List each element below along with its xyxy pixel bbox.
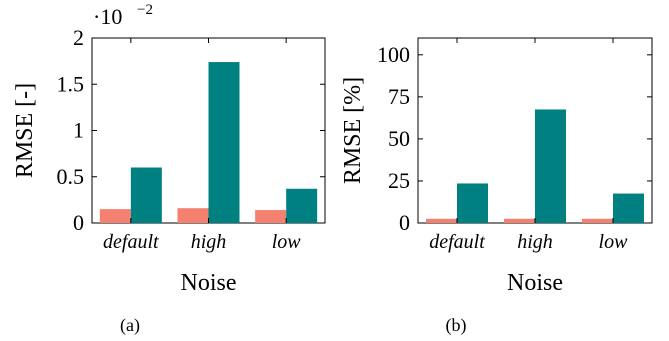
bar-high-series-1 <box>177 208 209 223</box>
x-tick-label: high <box>191 231 227 253</box>
bar-default-series-2 <box>457 183 488 223</box>
y-axis-label: RMSE [%] <box>340 77 366 184</box>
y-tick-label: 1 <box>73 118 84 143</box>
y-tick-label: 0.5 <box>57 164 85 189</box>
y-axis-label: RMSE [-] <box>12 83 38 178</box>
x-tick-label: default <box>429 231 485 253</box>
subfigure-caption: (b) <box>446 315 467 336</box>
x-tick-label: low <box>272 231 302 253</box>
bar-low-series-2 <box>613 193 644 223</box>
x-tick-label: low <box>599 231 629 253</box>
y-tick-label: 100 <box>377 42 410 67</box>
y-tick-label: 0 <box>73 210 84 235</box>
x-tick-label: high <box>517 231 553 253</box>
y-tick-label: 1.5 <box>57 71 85 96</box>
bar-default-series-1 <box>99 209 131 223</box>
x-axis-label: Noise <box>181 270 237 296</box>
bar-low-series-1 <box>255 210 287 223</box>
subfigure-caption: (a) <box>120 315 140 336</box>
bar-low-series-2 <box>286 188 318 223</box>
y-tick-label: 2 <box>73 25 84 50</box>
y-tick-label: 75 <box>388 84 410 109</box>
y-tick-label: 0 <box>399 210 410 235</box>
y-tick-label: 50 <box>388 126 410 151</box>
bar-high-series-2 <box>535 109 566 223</box>
y-multiplier-exponent: −2 <box>137 2 153 18</box>
bar-high-series-2 <box>208 62 240 223</box>
bar-default-series-1 <box>426 218 457 223</box>
x-tick-label: default <box>103 231 159 253</box>
y-tick-label: 25 <box>388 168 410 193</box>
x-axis-label: Noise <box>507 270 563 296</box>
bar-default-series-2 <box>130 167 162 223</box>
bar-high-series-1 <box>504 218 535 223</box>
y-multiplier: ·10 <box>93 4 122 29</box>
bar-low-series-1 <box>582 218 613 223</box>
